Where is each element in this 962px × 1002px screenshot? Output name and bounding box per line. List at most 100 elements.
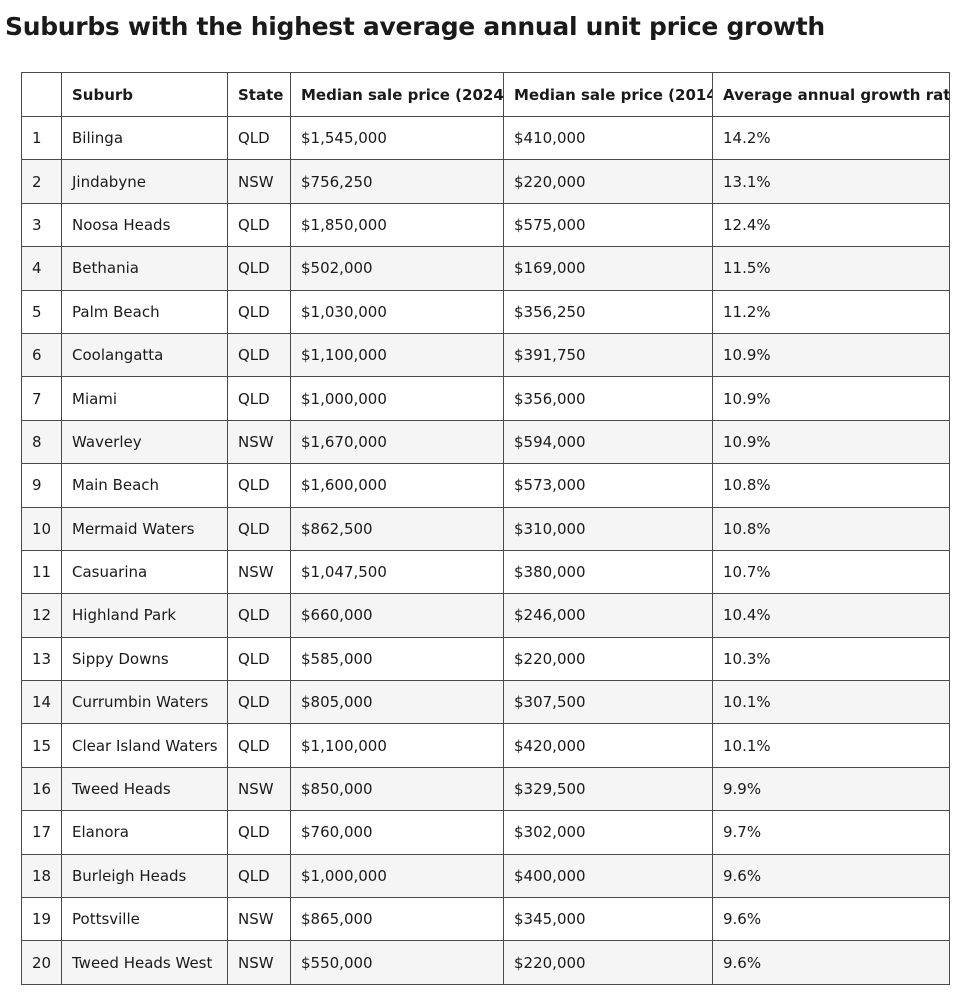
header-state: State: [227, 72, 291, 117]
cell-median-2014: $220,000: [503, 636, 713, 682]
cell-state: QLD: [227, 115, 291, 161]
cell-median-2024: $760,000: [290, 810, 504, 855]
cell-suburb: Clear Island Waters: [61, 723, 228, 768]
cell-rank: 16: [21, 766, 62, 812]
cell-rank: 8: [21, 419, 62, 465]
cell-suburb: Mermaid Waters: [61, 506, 228, 551]
cell-state: QLD: [227, 593, 291, 638]
cell-rank: 9: [21, 463, 62, 508]
table-row: 16 Tweed Heads NSW $850,000 $329,500 9.9%: [21, 766, 950, 812]
table-row: 2 Jindabyne NSW $756,250 $220,000 13.1%: [21, 159, 950, 204]
cell-rank: 5: [21, 289, 62, 334]
cell-median-2024: $660,000: [290, 593, 504, 638]
cell-state: QLD: [227, 463, 291, 508]
table-row: 9 Main Beach QLD $1,600,000 $573,000 10.8%: [21, 463, 950, 508]
cell-suburb: Bilinga: [61, 115, 228, 161]
cell-median-2014: $307,500: [503, 680, 713, 725]
cell-growth-rate: 10.9%: [712, 419, 950, 465]
cell-median-2024: $1,545,000: [290, 115, 504, 161]
cell-median-2014: $246,000: [503, 593, 713, 638]
cell-suburb: Waverley: [61, 419, 228, 465]
cell-rank: 20: [21, 940, 62, 985]
cell-state: QLD: [227, 853, 291, 899]
cell-rank: 15: [21, 723, 62, 768]
cell-suburb: Miami: [61, 376, 228, 421]
cell-suburb: Casuarina: [61, 549, 228, 595]
cell-median-2024: $1,030,000: [290, 289, 504, 334]
cell-rank: 1: [21, 115, 62, 161]
cell-rank: 7: [21, 376, 62, 421]
table-body: 1 Bilinga QLD $1,545,000 $410,000 14.2% 2 Jinda…: [21, 115, 950, 985]
cell-rank: 2: [21, 159, 62, 204]
cell-median-2014: $575,000: [503, 202, 713, 248]
cell-state: QLD: [227, 332, 291, 378]
cell-median-2014: $400,000: [503, 853, 713, 899]
cell-growth-rate: 10.1%: [712, 723, 950, 768]
cell-growth-rate: 10.9%: [712, 332, 950, 378]
cell-growth-rate: 10.1%: [712, 680, 950, 725]
table-row: 12 Highland Park QLD $660,000 $246,000 10.4%: [21, 593, 950, 638]
cell-growth-rate: 10.9%: [712, 376, 950, 421]
cell-growth-rate: 14.2%: [712, 115, 950, 161]
cell-growth-rate: 10.3%: [712, 636, 950, 682]
table-row: 19 Pottsville NSW $865,000 $345,000 9.6%: [21, 897, 950, 942]
cell-rank: 6: [21, 332, 62, 378]
cell-median-2014: $220,000: [503, 940, 713, 985]
cell-suburb: Burleigh Heads: [61, 853, 228, 899]
cell-suburb: Tweed Heads West: [61, 940, 228, 985]
header-rank: [21, 72, 62, 117]
cell-median-2024: $502,000: [290, 246, 504, 291]
cell-state: NSW: [227, 419, 291, 465]
cell-median-2024: $550,000: [290, 940, 504, 985]
cell-median-2014: $302,000: [503, 810, 713, 855]
cell-median-2024: $850,000: [290, 766, 504, 812]
cell-suburb: Noosa Heads: [61, 202, 228, 248]
cell-growth-rate: 10.8%: [712, 506, 950, 551]
table-row: 13 Sippy Downs QLD $585,000 $220,000 10.3%: [21, 636, 950, 682]
cell-median-2014: $329,500: [503, 766, 713, 812]
cell-growth-rate: 9.9%: [712, 766, 950, 812]
cell-state: QLD: [227, 289, 291, 334]
table-row: 7 Miami QLD $1,000,000 $356,000 10.9%: [21, 376, 950, 421]
cell-median-2024: $756,250: [290, 159, 504, 204]
cell-median-2024: $1,670,000: [290, 419, 504, 465]
cell-state: NSW: [227, 940, 291, 985]
cell-median-2014: $391,750: [503, 332, 713, 378]
cell-median-2024: $1,100,000: [290, 723, 504, 768]
table-row: 4 Bethania QLD $502,000 $169,000 11.5%: [21, 246, 950, 291]
table-row: 20 Tweed Heads West NSW $550,000 $220,000 9.6…: [21, 940, 950, 985]
cell-rank: 13: [21, 636, 62, 682]
header-median-2014: Median sale price (2014): [503, 72, 713, 117]
cell-state: NSW: [227, 549, 291, 595]
table-row: 3 Noosa Heads QLD $1,850,000 $575,000 12.4%: [21, 202, 950, 248]
cell-suburb: Bethania: [61, 246, 228, 291]
cell-median-2014: $310,000: [503, 506, 713, 551]
cell-median-2024: $862,500: [290, 506, 504, 551]
cell-median-2014: $380,000: [503, 549, 713, 595]
cell-rank: 19: [21, 897, 62, 942]
header-median-2024: Median sale price (2024): [290, 72, 504, 117]
cell-growth-rate: 9.6%: [712, 940, 950, 985]
table-row: 11 Casuarina NSW $1,047,500 $380,000 10.7%: [21, 549, 950, 595]
cell-growth-rate: 10.4%: [712, 593, 950, 638]
cell-growth-rate: 12.4%: [712, 202, 950, 248]
cell-growth-rate: 11.2%: [712, 289, 950, 334]
cell-median-2014: $345,000: [503, 897, 713, 942]
cell-suburb: Currumbin Waters: [61, 680, 228, 725]
cell-median-2024: $1,100,000: [290, 332, 504, 378]
cell-state: QLD: [227, 680, 291, 725]
cell-median-2024: $805,000: [290, 680, 504, 725]
cell-state: QLD: [227, 202, 291, 248]
cell-median-2024: $865,000: [290, 897, 504, 942]
cell-suburb: Highland Park: [61, 593, 228, 638]
cell-median-2014: $573,000: [503, 463, 713, 508]
table-row: 8 Waverley NSW $1,670,000 $594,000 10.9%: [21, 419, 950, 465]
cell-suburb: Coolangatta: [61, 332, 228, 378]
table-row: 1 Bilinga QLD $1,545,000 $410,000 14.2%: [21, 115, 950, 161]
cell-median-2014: $410,000: [503, 115, 713, 161]
page-title: Suburbs with the highest average annual …: [5, 12, 825, 41]
cell-median-2024: $585,000: [290, 636, 504, 682]
cell-median-2024: $1,000,000: [290, 853, 504, 899]
cell-rank: 14: [21, 680, 62, 725]
cell-median-2014: $220,000: [503, 159, 713, 204]
